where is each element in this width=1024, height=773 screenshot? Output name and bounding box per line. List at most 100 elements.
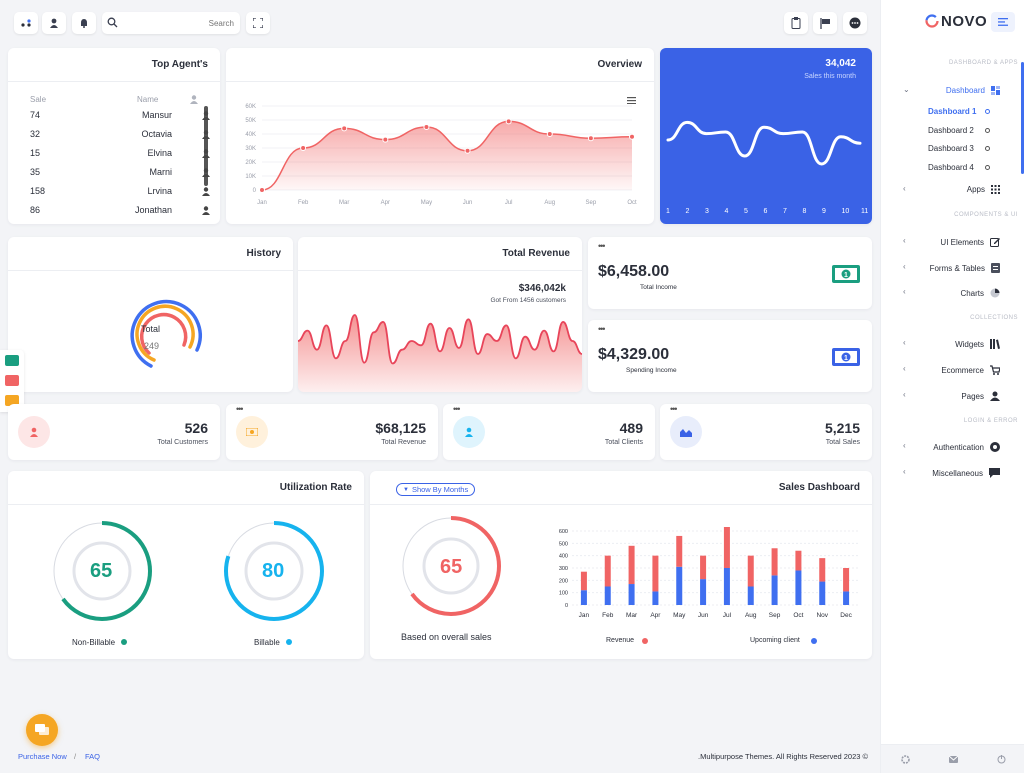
chevron-left-icon: ‹ [903, 364, 906, 373]
more-options-icon[interactable]: ••• [236, 404, 244, 414]
bar-revenue [652, 555, 659, 592]
sidebar-subitem-label: Dashboard 3 [928, 144, 974, 153]
revenue-wave-chart [298, 314, 582, 392]
x-tick-label: Apr [381, 200, 390, 206]
x-tick-label: 6 [764, 208, 768, 215]
bar-revenue [819, 558, 826, 582]
brand-name: NOVO [941, 13, 988, 30]
chevron-left-icon: ‹ [903, 467, 906, 476]
more-options-icon[interactable]: ••• [598, 241, 606, 251]
x-tick-label: May [673, 612, 686, 619]
sales-month-line-chart: 1 2 3 4 5 6 7 8 9 10 11 [666, 120, 868, 215]
more-options-icon[interactable]: ••• [670, 404, 678, 414]
chat-button[interactable] [843, 12, 867, 34]
user-column-icon [190, 95, 198, 104]
bar-revenue [676, 535, 683, 567]
data-point [259, 187, 265, 193]
search-box[interactable] [102, 12, 240, 34]
x-tick-label: Oct [627, 200, 637, 206]
x-tick-label: Mar [626, 612, 638, 619]
x-tick-label: Aug [544, 200, 555, 206]
sidebar-item-forms-tables[interactable]: Forms & Tables [930, 263, 1000, 273]
x-tick-label: Oct [793, 612, 803, 619]
sidebar-item-label: Apps [966, 185, 985, 194]
sales-dashboard-card: Sales Dashboard ▼ Show By Months 65 Based… [370, 471, 872, 659]
image-toggle-icon[interactable] [5, 375, 19, 386]
bar-revenue [843, 568, 850, 592]
total-income-card: ••• $6,458.00 Total Income 1 [588, 237, 872, 309]
power-icon[interactable] [997, 755, 1006, 764]
stat-card-clients: ••• 489 Total Clients [443, 404, 655, 460]
notification-button[interactable] [72, 12, 96, 34]
x-tick-label: Jun [698, 612, 709, 619]
stat-value: 526 [184, 420, 208, 436]
sidebar-item-charts[interactable]: Charts [960, 288, 1000, 298]
sidebar-subitem-dashboard-2[interactable]: Dashboard 2 [928, 126, 974, 135]
filter-dropdown[interactable]: ▼ Show By Months [396, 483, 476, 496]
user-icon [202, 187, 210, 196]
clipboard-button[interactable] [784, 12, 808, 34]
stat-label: Total Customers [157, 439, 208, 446]
settings-icon[interactable] [901, 755, 910, 764]
sales-bar-chart: 600 500 400 300 200 100 0 Jan Feb Mar Apr May Jun Jul… [559, 527, 858, 619]
fullscreen-button[interactable] [246, 12, 270, 34]
sidebar-item-label: Miscellaneous [932, 468, 983, 478]
menu-icon[interactable] [627, 97, 636, 104]
bell-icon [81, 19, 87, 28]
sidebar-subitem-dashboard-3[interactable]: Dashboard 3 [928, 144, 974, 153]
purchase-now-link[interactable]: Purchase Now [18, 752, 67, 761]
sidebar-item-dashboard[interactable]: Dashboard [946, 86, 1000, 95]
sidebar-item-apps[interactable]: Apps [967, 185, 1000, 194]
sidebar-item-pages[interactable]: Pages [961, 391, 1000, 401]
filter-label: Show By Months [411, 485, 469, 494]
sidebar-item-label: Widgets [955, 339, 984, 349]
stat-value: 489 [619, 420, 643, 436]
copyright-text: .Multipurpose Themes. All Rights Reserve… [698, 752, 869, 761]
sidebar-subitem-label: Dashboard 2 [928, 126, 974, 135]
stat-value: 5,215 [824, 420, 860, 436]
stat-label: Total Clients [604, 439, 643, 446]
bar-upcoming-client [723, 568, 730, 605]
y-tick-label: 600 [559, 529, 568, 535]
sidebar-item-miscellaneous[interactable]: Miscellaneous [932, 468, 1000, 478]
grid-menu-button[interactable] [14, 12, 38, 34]
x-tick-label: Nov [816, 612, 828, 619]
floating-toolbar [0, 350, 24, 412]
sidebar-item-authentication[interactable]: Authentication [933, 442, 1000, 452]
chat-fab-button[interactable] [26, 714, 58, 746]
table-row-sale: 35 [30, 167, 41, 177]
chevron-down-icon: ⌄ [903, 85, 910, 94]
faq-link[interactable]: FAQ [85, 752, 101, 761]
table-scrollbar[interactable] [204, 106, 208, 186]
sidebar-toggle-button[interactable] [991, 12, 1015, 32]
x-tick-label: Sep [769, 612, 781, 619]
sidebar-item-widgets[interactable]: Widgets [955, 339, 1000, 349]
x-tick-label: Jan [257, 200, 267, 206]
legend-dot-revenue [642, 638, 648, 644]
sidebar-subitem-dashboard-4[interactable]: Dashboard 4 [928, 163, 974, 172]
legend-upcoming-client: Upcoming client [750, 637, 800, 644]
search-input[interactable] [122, 16, 234, 30]
search-icon [107, 17, 118, 28]
non-billable-label: Non-Billable [72, 638, 116, 647]
sidebar: NOVO DASHBOARD & APPS ⌄ Dashboard Dashbo… [880, 0, 1024, 773]
legend-dot-billable [286, 639, 292, 645]
more-options-icon[interactable]: ••• [453, 404, 461, 414]
x-tick-label: Jul [505, 200, 513, 206]
money-toggle-icon[interactable] [5, 355, 19, 366]
sidebar-item-ecommerce[interactable]: Ecommerce [941, 365, 1000, 375]
x-tick-label: 1 [666, 208, 670, 215]
x-tick-label: Aug [745, 612, 757, 619]
bar-upcoming-client [843, 591, 850, 605]
user-button[interactable] [42, 12, 66, 34]
sidebar-scroll-indicator[interactable] [1021, 62, 1024, 174]
flag-button[interactable] [813, 12, 837, 34]
x-tick-label: Apr [650, 612, 661, 619]
x-tick-label: May [421, 200, 432, 206]
sidebar-subitem-dashboard-1[interactable]: Dashboard 1 [928, 107, 976, 116]
sidebar-item-ui-elements[interactable]: UI Elements [940, 237, 1000, 247]
mail-icon[interactable] [949, 756, 958, 763]
stat-card-revenue: ••• $68,125 Total Revenue [226, 404, 438, 460]
photo-toggle-icon[interactable] [5, 395, 19, 406]
more-options-icon[interactable]: ••• [598, 324, 606, 334]
